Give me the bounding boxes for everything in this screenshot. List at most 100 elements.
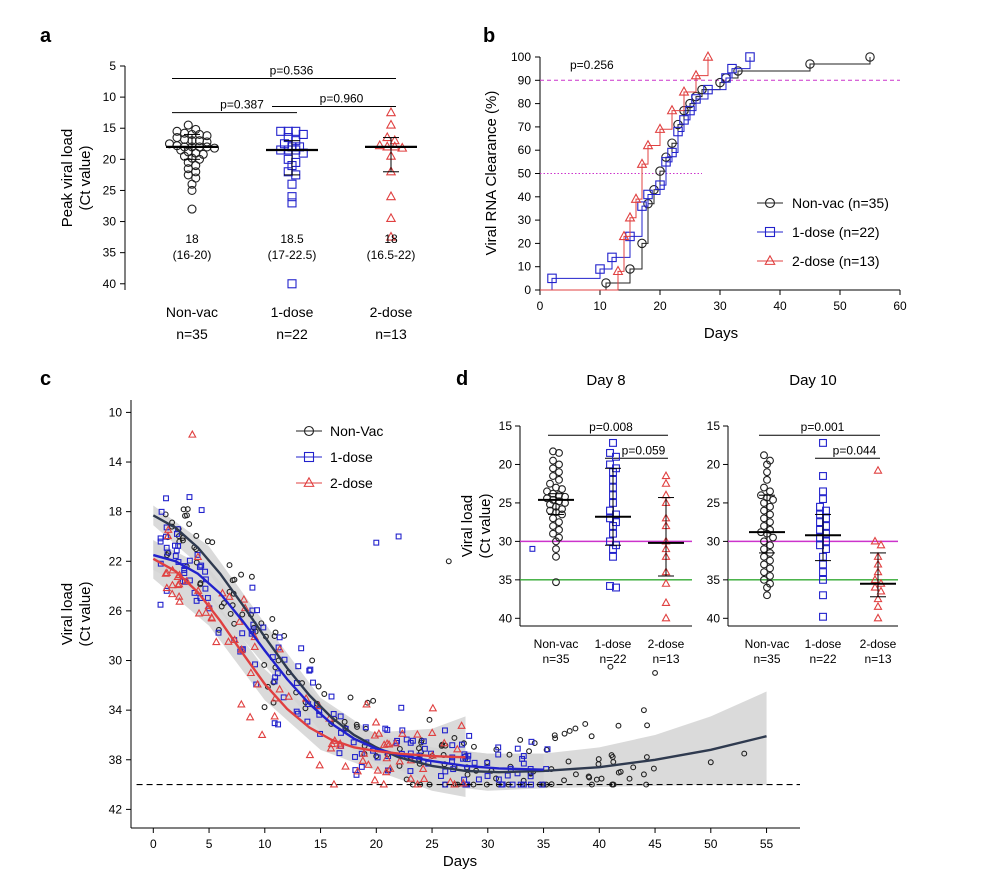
- panel-c-data-point: [382, 738, 392, 747]
- panel-d-day8-y-tick-label: 15: [499, 419, 513, 433]
- panel-c-x-tick-label: 45: [648, 837, 662, 851]
- panel-c-data-point: [275, 644, 285, 653]
- panel-c-data-point: [163, 495, 169, 502]
- panel-c-data-point: [184, 506, 191, 513]
- panel-d-day8-y-tick-label: 20: [499, 457, 513, 471]
- panel-d-day10-pvalue-label: p=0.001: [801, 420, 845, 434]
- panel-c-data-point: [370, 730, 380, 739]
- panel-c-data-point: [162, 583, 172, 592]
- panel-c-data-point: [260, 624, 267, 631]
- panel-c-data-point: [188, 429, 197, 438]
- panel-d-day8-data-point: [555, 460, 563, 469]
- panel-b-pvalue-label: p=0.256: [570, 58, 614, 72]
- panel-d-day8-y-tick-label: 40: [499, 611, 513, 625]
- panel-d-day8-data-point: [606, 582, 614, 590]
- panel-d-day8-data-point: [555, 525, 563, 534]
- panel-a-median-value: 18.5: [280, 232, 304, 246]
- panel-c-data-point: [630, 764, 637, 771]
- panel-c-data-point: [572, 725, 579, 732]
- panel-d-day10-data-point: [763, 468, 771, 477]
- panel-c-data-point: [194, 551, 201, 558]
- panel-c-data-point: [640, 707, 647, 714]
- panel-c-data-point: [157, 538, 164, 545]
- panel-a-data-point: [276, 126, 286, 136]
- panel-d-day8-data-point: [661, 597, 671, 607]
- panel-c-data-point: [450, 779, 459, 788]
- panel-d-day8-y-tick-label: 35: [499, 573, 513, 587]
- panel-a-data-point: [385, 166, 397, 176]
- panel-d-day8-pvalue-label: p=0.059: [622, 443, 666, 457]
- panel-d-day8-data-point: [552, 578, 560, 587]
- panel-a-data-point: [183, 120, 193, 130]
- panel-label-a: a: [40, 25, 52, 47]
- panel-c-data-point: [328, 693, 335, 700]
- panel-d-day10-data-point: [876, 540, 886, 549]
- panel-c-data-point: [270, 711, 279, 720]
- panel-d-day10-data-point: [819, 472, 827, 480]
- panel-c-data-point: [399, 727, 406, 734]
- panel-c-legend-marker: [303, 425, 315, 437]
- panel-c-y-tick-label: 42: [109, 802, 123, 816]
- panel-c-data-point: [398, 704, 405, 711]
- panel-d-day8-data-point: [661, 478, 671, 487]
- panel-a-data-point: [374, 139, 385, 150]
- panel-c-data-point: [182, 512, 188, 519]
- panel-c-data-point: [379, 779, 389, 788]
- panel-d-day8-category-n: n=22: [599, 652, 626, 666]
- panel-c-data-point: [529, 545, 536, 552]
- panel-a-y-tick-label: 40: [103, 277, 117, 291]
- panel-c-data-point: [315, 683, 322, 690]
- panel-c-data-point: [276, 634, 283, 641]
- panel-a-data-point: [385, 119, 397, 129]
- panel-b-data-point: [643, 189, 653, 200]
- panel-c-data-point: [445, 558, 452, 565]
- panel-d-day8-data-point: [549, 472, 557, 480]
- panel-c-y-tick-label: 10: [109, 405, 123, 419]
- panel-d-day10-data-point: [763, 591, 771, 600]
- panel-c-data-point: [457, 721, 466, 729]
- panel-a-data-point: [382, 131, 393, 142]
- panel-b-data-point: [697, 84, 707, 95]
- panel-d-day10-data-point: [766, 564, 774, 573]
- panel-c-data-point: [374, 728, 384, 737]
- panel-c-data-point: [640, 771, 647, 778]
- panel-c-y-tick-label: 18: [109, 505, 123, 519]
- panel-c-data-point: [330, 711, 337, 717]
- panel-c-x-tick-label: 25: [425, 837, 439, 851]
- panel-c-data-point: [171, 542, 178, 549]
- panel-label-b: b: [483, 25, 495, 47]
- panel-b-data-point: [630, 193, 642, 203]
- panel-c-data-point: [514, 745, 521, 752]
- panel-b-data-point: [805, 59, 815, 69]
- panel-b-y-tick-label: 10: [518, 260, 532, 274]
- panel-c-data-point: [269, 616, 276, 622]
- panel-b-data-point: [721, 73, 731, 83]
- panel-a-y-tick-label: 10: [103, 90, 117, 104]
- panel-d-day8-y-axis-label: Viral load: [459, 495, 476, 557]
- panel-b-legend-marker: [764, 254, 776, 265]
- panel-d-day10-category-n: n=13: [864, 652, 891, 666]
- panel-b-data-point: [678, 85, 690, 96]
- panel-d-day10-pvalue-label: p=0.044: [833, 443, 877, 457]
- panel-c-data-point: [398, 729, 407, 737]
- panel-b-data-point: [625, 264, 635, 274]
- panel-a-pvalue-label: p=0.960: [320, 91, 364, 105]
- panel-c-data-point: [385, 764, 395, 772]
- panel-c-data-point: [186, 521, 193, 527]
- panel-d-day8-data-point: [555, 468, 563, 477]
- panel-c-data-point: [350, 739, 357, 746]
- panel-c-data-point: [359, 748, 369, 757]
- panel-b-y-tick-label: 60: [518, 143, 532, 157]
- panel-c-data-point: [607, 663, 614, 670]
- panel-b-y-tick-label: 50: [518, 167, 532, 181]
- panel-c-data-point: [162, 568, 172, 577]
- panel-a-data-point: [187, 185, 197, 195]
- panel-c-data-point: [384, 739, 394, 748]
- panel-c-data-point: [250, 642, 260, 651]
- panel-d-day8-data-point: [552, 537, 560, 546]
- panel-c-data-point: [561, 730, 568, 737]
- panel-a-data-point: [191, 167, 201, 177]
- panel-c-data-point: [335, 740, 345, 749]
- panel-c-data-point: [341, 718, 348, 725]
- panel-d-day8-data-point: [546, 479, 554, 488]
